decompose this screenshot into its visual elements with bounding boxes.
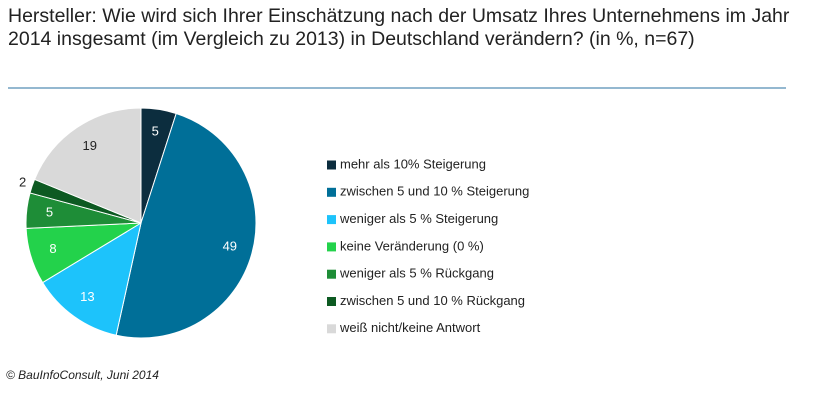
source: © BauInfoConsult, Juni 2014 <box>6 368 159 382</box>
value-label: 8 <box>49 241 56 256</box>
value-label: 49 <box>223 238 237 253</box>
value-label: 2 <box>19 174 26 189</box>
legend-swatch <box>327 215 336 225</box>
pie-slice <box>33 107 142 224</box>
legend-label: weniger als 5 % Steigerung <box>339 211 498 226</box>
legend-label: weniger als 5 % Rückgang <box>339 266 494 281</box>
chart-title: Hersteller: Wie wird sich Ihrer Einschät… <box>8 5 790 50</box>
legend-swatch <box>327 324 336 334</box>
value-label: 5 <box>46 204 53 219</box>
legend-swatch <box>327 187 336 197</box>
legend-label: weiß nicht/keine Antwort <box>339 320 481 335</box>
legend-swatch <box>327 160 336 170</box>
legend-label: mehr als 10% Steigerung <box>340 156 486 171</box>
value-label: 19 <box>83 138 97 153</box>
legend-label: keine Veränderung (0 %) <box>340 238 484 253</box>
value-label: 5 <box>152 124 159 139</box>
pie-slice <box>115 112 257 339</box>
value-label: 13 <box>80 289 94 304</box>
legend-swatch <box>327 297 336 306</box>
pie-slice <box>41 221 142 336</box>
legend-label: zwischen 5 und 10 % Steigerung <box>340 184 529 199</box>
legend-label: zwischen 5 und 10 % Rückgang <box>340 293 525 308</box>
legend-swatch <box>327 269 336 279</box>
legend-swatch <box>327 242 336 252</box>
